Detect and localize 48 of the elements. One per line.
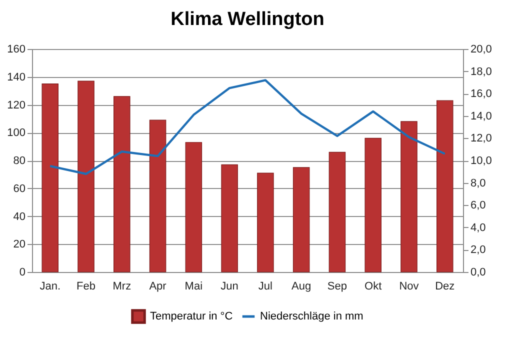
legend-label: Temperatur in °C (150, 310, 233, 322)
x-tick-label: Mai (184, 280, 203, 292)
bar (149, 120, 166, 272)
y2-tick-label: 4,0 (470, 222, 486, 234)
x-tick-label: Apr (149, 280, 167, 292)
x-tick-label: Jul (258, 280, 272, 292)
x-tick-label: Okt (364, 280, 382, 292)
y-tick-label: 80 (13, 155, 26, 167)
bar (364, 138, 382, 272)
bar (257, 172, 274, 272)
y2-tick-label: 2,0 (470, 244, 486, 256)
y-tick-label: 160 (7, 44, 26, 56)
y2-tick-label: 10,0 (470, 155, 492, 167)
y2-tick-label: 18,0 (470, 66, 492, 78)
y2-tick-label: 14,0 (470, 110, 492, 122)
x-tick-label: Aug (292, 280, 312, 292)
x-tick-label: Sep (327, 280, 348, 292)
y2-tick-label: 8,0 (470, 177, 486, 190)
x-tick-label: Jan. (40, 280, 61, 292)
y-tick-label: 0 (19, 266, 26, 278)
y-tick-label: 40 (13, 210, 26, 223)
line-series (49, 79, 446, 175)
y-tick-label: 140 (7, 71, 26, 84)
x-tick-label: Mrz (112, 280, 132, 292)
y2-tick-label: 6,0 (470, 200, 486, 212)
x-tick-label: Nov (399, 280, 420, 292)
y2-tick-label: 12,0 (470, 132, 492, 145)
y-tick-label: 100 (7, 127, 26, 140)
legend-label: Niederschläge in mm (260, 310, 364, 322)
y-tick-label: 60 (13, 182, 26, 195)
bar (400, 121, 418, 272)
bar (221, 164, 238, 272)
chart-title: Klima Wellington (170, 9, 324, 30)
bar (114, 96, 130, 272)
x-tick-label: Dez (435, 280, 455, 292)
bar (436, 100, 454, 272)
bar (42, 84, 58, 272)
bar (328, 152, 346, 272)
y-tick-label: 20 (13, 238, 26, 251)
bar (292, 167, 310, 272)
y2-tick-label: 16,0 (470, 88, 492, 100)
bar (78, 80, 94, 272)
y-tick-label: 120 (7, 99, 26, 112)
bar (185, 142, 202, 272)
x-tick-label: Jun (220, 280, 238, 292)
y2-tick-label: 20,0 (470, 44, 492, 56)
x-tick-label: Feb (76, 280, 96, 292)
y2-tick-label: 0,0 (470, 266, 486, 278)
